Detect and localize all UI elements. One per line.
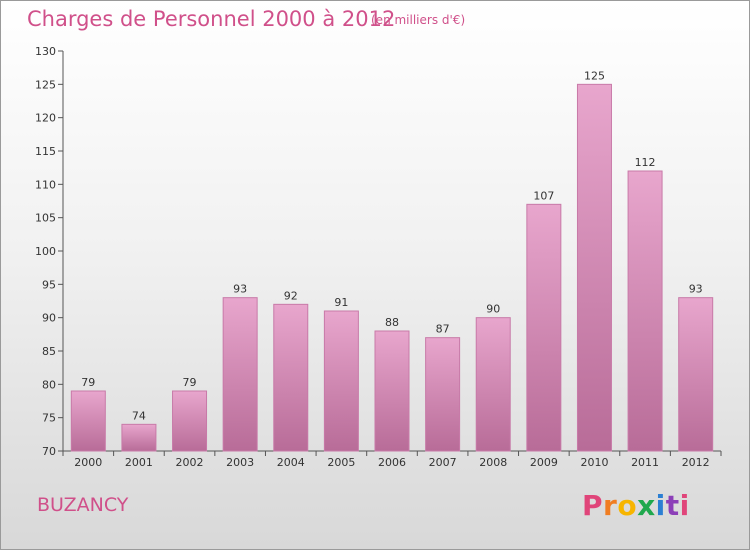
bar — [425, 337, 461, 452]
bar-value-label: 90 — [486, 303, 500, 316]
chart-subtitle: (en milliers d'€) — [371, 13, 466, 27]
bar-value-label: 88 — [385, 316, 399, 329]
proxiti-logo[interactable]: Proxiti — [582, 489, 690, 522]
brand-letter: P — [582, 489, 604, 522]
x-tick-label: 2012 — [682, 456, 710, 469]
brand-letter: i — [655, 489, 666, 522]
y-axis: 70 75 80 85 90 95 100 105 110 115 120 125 130 — [35, 45, 64, 458]
y-tick-label: 130 — [35, 45, 56, 58]
bar-value-label: 107 — [533, 189, 554, 202]
bar-value-label: 74 — [132, 409, 146, 422]
bar — [374, 330, 410, 452]
bar — [222, 297, 258, 452]
x-tick-label: 2004 — [277, 456, 305, 469]
x-axis: 2000 2001 2002 2003 2004 2005 2006 2007 2008 2009… — [62, 450, 722, 469]
bar-value-label: 91 — [334, 296, 348, 309]
bar-value-label: 125 — [584, 69, 605, 82]
x-tick-label: 2000 — [74, 456, 102, 469]
brand-letter: r — [603, 489, 618, 522]
x-tick-label: 2008 — [479, 456, 507, 469]
y-tick-label: 110 — [35, 178, 56, 191]
bar — [323, 310, 359, 452]
bar — [172, 390, 208, 452]
x-tick-label: 2010 — [580, 456, 608, 469]
bar-value-label: 92 — [284, 289, 298, 302]
x-tick-label: 2003 — [226, 456, 254, 469]
y-tick-label: 75 — [42, 412, 56, 425]
bar-value-label: 79 — [183, 376, 197, 389]
bar — [273, 303, 309, 452]
bar-value-label: 87 — [436, 323, 450, 336]
bar — [678, 297, 714, 452]
y-tick-label: 120 — [35, 112, 56, 125]
bar — [70, 390, 106, 452]
x-tick-label: 2006 — [378, 456, 406, 469]
y-tick-label: 90 — [42, 312, 56, 325]
bar-value-label: 112 — [635, 156, 656, 169]
brand-letter: x — [637, 489, 656, 522]
bar — [627, 170, 663, 452]
brand-letter: t — [665, 489, 680, 522]
bar — [475, 317, 511, 452]
y-tick-label: 70 — [42, 445, 56, 458]
x-tick-label: 2009 — [530, 456, 558, 469]
bar — [526, 203, 562, 452]
commune-name: BUZANCY — [37, 494, 129, 516]
x-tick-label: 2002 — [176, 456, 204, 469]
bar-value-label: 79 — [81, 376, 95, 389]
x-tick-label: 2001 — [125, 456, 153, 469]
x-tick-label: 2007 — [429, 456, 457, 469]
bars: 79 74 79 93 92 91 88 87 90 107 125 112 93 — [70, 69, 714, 452]
bar-value-label: 93 — [233, 283, 247, 296]
y-tick-label: 95 — [42, 278, 56, 291]
y-tick-label: 105 — [35, 212, 56, 225]
bar-value-label: 93 — [689, 283, 703, 296]
x-tick-label: 2011 — [631, 456, 659, 469]
y-tick-label: 100 — [35, 245, 56, 258]
brand-letter: i — [679, 489, 690, 522]
brand-letter: o — [617, 489, 638, 522]
y-tick-label: 85 — [42, 345, 56, 358]
y-tick-label: 115 — [35, 145, 56, 158]
chart-title: Charges de Personnel 2000 à 2012 — [27, 7, 396, 31]
x-tick-label: 2005 — [327, 456, 355, 469]
y-tick-label: 125 — [35, 78, 56, 91]
y-tick-label: 80 — [42, 378, 56, 391]
bar — [576, 83, 612, 452]
bar — [121, 423, 157, 452]
